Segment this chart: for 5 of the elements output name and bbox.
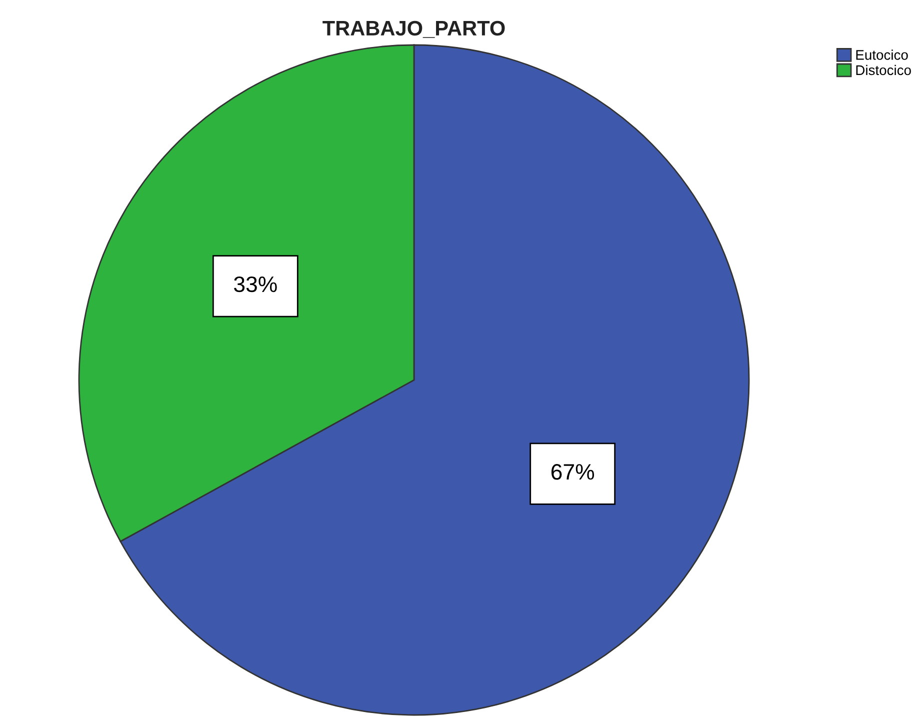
data-label: 67% [551, 464, 594, 480]
data-label: 33% [234, 276, 277, 292]
legend-label: Eutocico [856, 50, 908, 60]
legend-label: Distocico [856, 64, 911, 76]
chart-title: TRABAJO_PARTO [322, 20, 505, 38]
